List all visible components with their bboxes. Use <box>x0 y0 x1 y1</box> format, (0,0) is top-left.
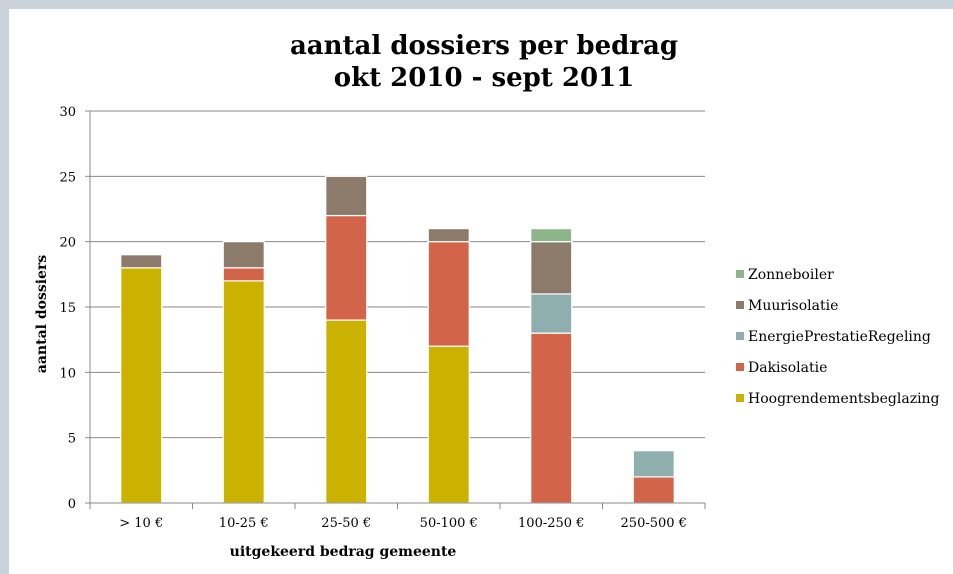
bar-segment <box>427 241 470 347</box>
bar-segment <box>325 175 368 217</box>
y-tick-label: 15 <box>59 301 76 316</box>
bar-segment <box>325 319 368 504</box>
y-tick-label: 0 <box>68 497 76 512</box>
axes <box>89 111 705 504</box>
legend-label: Dakisolatie <box>748 360 827 376</box>
x-tick-label: 100-250 € <box>518 516 584 531</box>
bar-segment <box>120 267 163 504</box>
x-tick-label: > 10 € <box>119 516 163 531</box>
y-axis-label: aantal dossiers <box>34 255 50 374</box>
bars <box>120 175 675 504</box>
legend-swatch <box>736 270 744 278</box>
y-tick-label: 5 <box>68 432 76 447</box>
bar-segment <box>222 267 265 282</box>
legend-swatch <box>736 332 744 340</box>
chart-title: aantal dossiers per bedrag <box>290 31 678 61</box>
legend-swatch <box>736 394 744 402</box>
legend-label: Zonneboiler <box>748 267 834 283</box>
bar-segment <box>632 476 675 504</box>
bar-segment <box>427 228 470 243</box>
x-tick-labels: > 10 € 10-25 € 25-50 € 50-100 € 100-250 € 250… <box>119 516 687 531</box>
bar-segment <box>222 280 265 504</box>
y-tick-label: 30 <box>59 105 76 120</box>
legend-label: Hoogrendementsbeglazing <box>748 391 940 407</box>
bar-segment <box>530 228 573 243</box>
legend: Zonneboiler Muurisolatie EnergiePrestatieR… <box>736 267 940 407</box>
bar-segment <box>632 450 675 478</box>
legend-swatch <box>736 363 744 371</box>
x-tick-label: 250-500 € <box>621 516 687 531</box>
x-axis-label: uitgekeerd bedrag gemeente <box>230 544 457 560</box>
legend-label: Muurisolatie <box>748 298 838 314</box>
bar-segment <box>427 345 470 504</box>
y-tick-label: 25 <box>59 170 76 185</box>
bar-segment <box>325 214 368 321</box>
legend-swatch <box>736 301 744 309</box>
legend-label: EnergiePrestatieRegeling <box>748 329 931 345</box>
bar-segment <box>530 332 573 504</box>
x-tick-label: 10-25 € <box>219 516 269 531</box>
y-tick-label: 20 <box>59 236 76 251</box>
x-tick-label: 50-100 € <box>420 516 478 531</box>
y-tick-labels: 0 5 10 15 20 25 30 <box>59 105 76 512</box>
bar-segment <box>530 293 573 334</box>
bar-segment <box>530 241 573 295</box>
bar-segment <box>222 241 265 269</box>
chart-subtitle: okt 2010 - sept 2011 <box>334 63 634 93</box>
y-tick-label: 10 <box>59 366 76 381</box>
gridlines <box>85 110 706 509</box>
x-tick-label: 25-50 € <box>321 516 371 531</box>
chart-frame: aantal dossiers per bedrag okt 2010 - se… <box>9 9 953 574</box>
stacked-bar-chart: aantal dossiers per bedrag okt 2010 - se… <box>34 31 940 560</box>
bar-segment <box>120 254 163 269</box>
